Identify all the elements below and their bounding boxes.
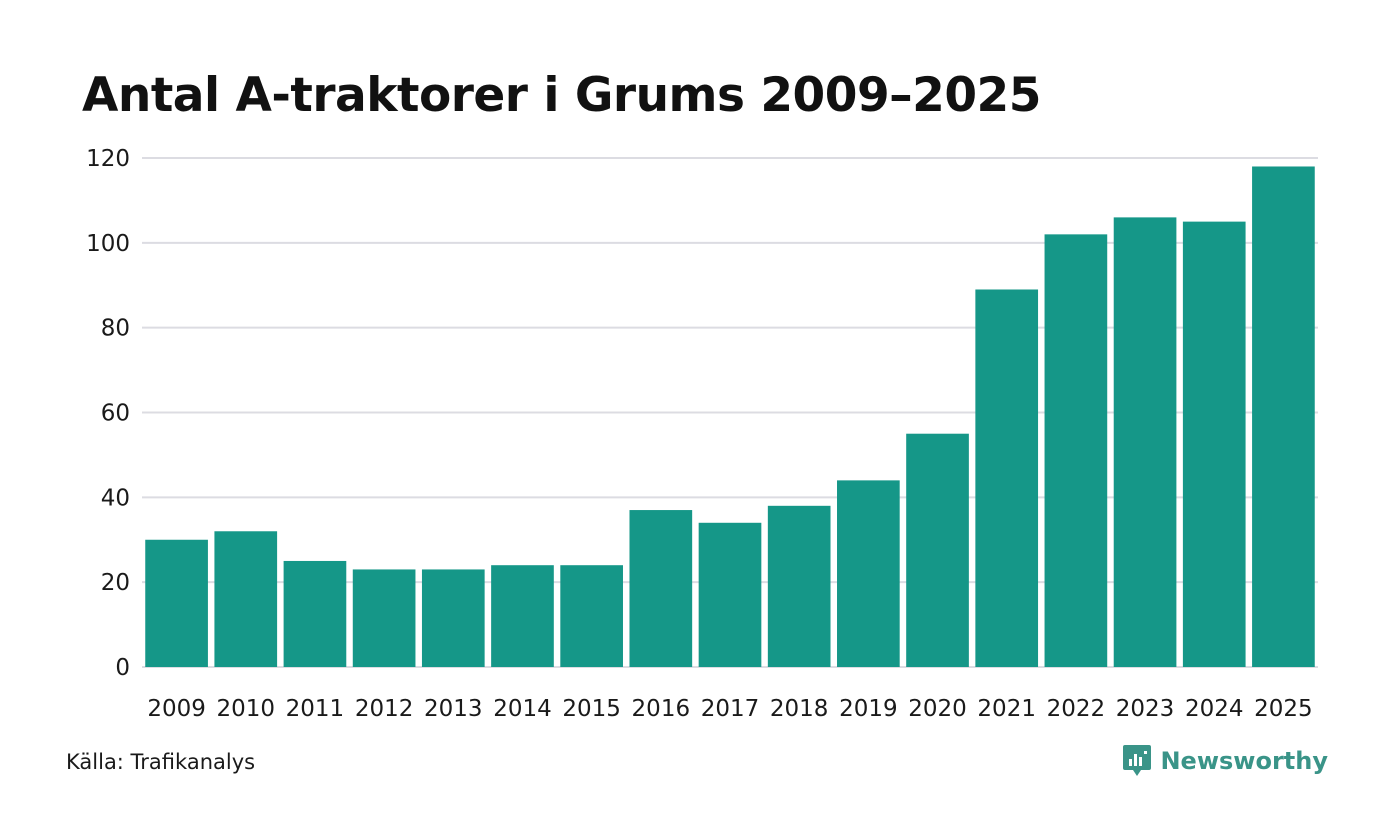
x-tick-label: 2011: [286, 696, 345, 722]
x-tick-label: 2010: [216, 696, 275, 722]
bar: [1252, 166, 1315, 667]
bar: [214, 531, 278, 667]
y-tick-label: 0: [115, 655, 130, 681]
bar: [491, 565, 554, 667]
bar: [560, 565, 623, 667]
bar: [421, 569, 485, 667]
bar: [629, 510, 693, 667]
y-tick-label: 80: [101, 316, 130, 342]
x-tick-label: 2018: [770, 696, 829, 722]
bar: [975, 289, 1039, 667]
x-tick-label: 2023: [1116, 696, 1175, 722]
x-tick-label: 2013: [424, 696, 483, 722]
bar: [1044, 234, 1108, 667]
y-tick-label: 120: [86, 146, 130, 172]
x-tick-label: 2012: [355, 696, 414, 722]
y-tick-label: 20: [101, 570, 130, 596]
x-tick-label: 2014: [493, 696, 552, 722]
x-tick-label: 2015: [562, 696, 621, 722]
source-note: Källa: Trafikanalys: [66, 750, 256, 774]
chart-title: Antal A-traktorer i Grums 2009–2025: [82, 68, 1041, 123]
x-tick-label: 2025: [1254, 696, 1313, 722]
y-tick-label: 60: [101, 401, 130, 427]
brand-logo: Newsworthy: [1122, 744, 1328, 778]
x-tick-label: 2017: [701, 696, 760, 722]
x-tick-label: 2021: [977, 696, 1036, 722]
x-tick-label: 2019: [839, 696, 898, 722]
x-tick-label: 2020: [908, 696, 967, 722]
bar: [145, 539, 208, 667]
x-tick-label: 2022: [1047, 696, 1106, 722]
bar: [767, 505, 831, 667]
bar: [906, 433, 969, 667]
bar: [1113, 217, 1177, 667]
newsworthy-logo-icon: [1123, 745, 1152, 776]
bar: [283, 560, 347, 667]
x-tick-label: 2024: [1185, 696, 1244, 722]
x-tick-label: 2016: [632, 696, 691, 722]
y-tick-label: 100: [86, 231, 130, 257]
brand-name: Newsworthy: [1160, 747, 1328, 775]
bar: [837, 480, 900, 667]
x-tick-label: 2009: [147, 696, 206, 722]
bar: [1182, 221, 1246, 667]
bar: [698, 522, 762, 667]
bar: [352, 569, 416, 667]
y-tick-label: 40: [101, 485, 130, 511]
